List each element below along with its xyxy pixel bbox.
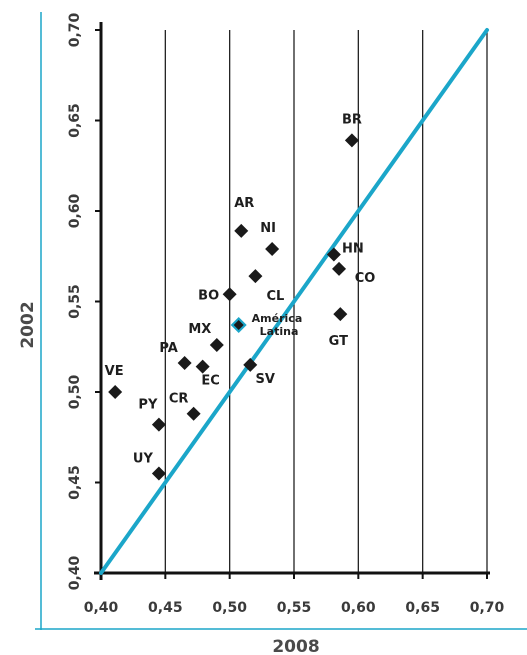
axis-titles: 2008 2002: [18, 301, 320, 655]
point-gt: [333, 307, 348, 322]
point-ni: [265, 242, 280, 257]
point-label-ve: VE: [105, 364, 124, 379]
point-cl: [248, 269, 263, 284]
point-pa: [177, 356, 192, 371]
point-label-cr: CR: [169, 392, 189, 407]
point-cr: [186, 406, 201, 421]
point-label-america-latina-line1: América: [252, 312, 303, 325]
point-label-pa: PA: [159, 341, 177, 356]
point-label-cl: CL: [266, 289, 284, 304]
point-label-py: PY: [138, 398, 158, 413]
data-points: BR AR NI HN CO CL BO GT MX PA EC SV VE CR PY UY AméricaL…: [105, 112, 376, 481]
point-mx: [209, 337, 224, 352]
point-label-sv: SV: [256, 372, 275, 387]
reference-line: [99, 28, 489, 575]
y-tick-label: 0,60: [67, 193, 83, 228]
point-label-mx: MX: [188, 322, 211, 337]
point-hn: [326, 247, 341, 262]
point-america-latina: [233, 320, 244, 331]
point-label-uy: UY: [133, 451, 154, 466]
point-uy: [151, 466, 166, 481]
x-tick-label: 0,60: [341, 600, 376, 616]
point-sv: [243, 357, 258, 372]
x-tick-label: 0,65: [405, 600, 440, 616]
point-ve: [108, 385, 123, 399]
x-axis-title: 2008: [272, 637, 319, 655]
x-tick-label: 0,55: [277, 600, 312, 616]
x-tick-label: 0,70: [470, 600, 505, 616]
y-tick-label: 0,45: [67, 465, 83, 500]
point-co: [332, 261, 347, 276]
y-tick-label: 0,50: [67, 374, 83, 409]
point-label-ni: NI: [260, 221, 276, 236]
point-label-gt: GT: [329, 334, 348, 349]
point-label-br: BR: [342, 112, 362, 127]
point-ec: [195, 359, 210, 374]
point-bo: [222, 287, 237, 302]
point-label-hn: HN: [342, 241, 364, 256]
point-py: [151, 417, 166, 432]
point-br: [344, 133, 359, 148]
point-label-ec: EC: [201, 374, 219, 389]
point-label-bo: BO: [198, 288, 219, 303]
point-label-ar: AR: [234, 196, 254, 211]
reference-line-group: [99, 28, 489, 575]
y-tick-label: 0,65: [67, 103, 83, 138]
point-ar: [234, 223, 249, 238]
point-label-co: CO: [355, 271, 376, 286]
plot-frame: [35, 12, 527, 630]
x-tick-label: 0,50: [212, 600, 247, 616]
tick-labels: 0,40 0,45 0,50 0,55 0,60 0,65 0,70 0,40 0,45 0,50…: [67, 12, 505, 616]
y-tick-label: 0,70: [67, 12, 83, 47]
x-tick-label: 0,40: [84, 600, 119, 616]
y-tick-label: 0,55: [67, 284, 83, 319]
point-label-america-latina-line2: Latina: [260, 325, 299, 338]
y-axis-title: 2002: [18, 301, 38, 348]
x-tick-label: 0,45: [148, 600, 183, 616]
y-tick-label: 0,40: [67, 555, 83, 590]
